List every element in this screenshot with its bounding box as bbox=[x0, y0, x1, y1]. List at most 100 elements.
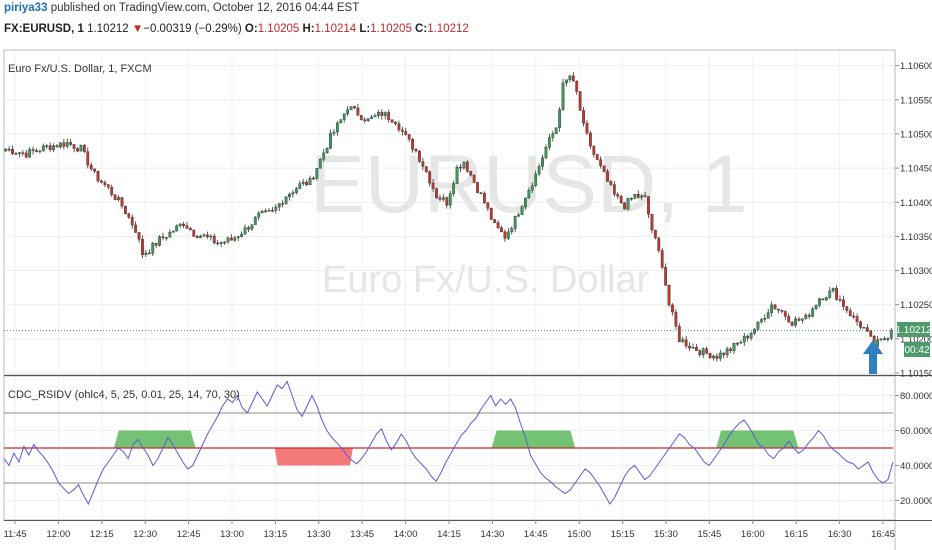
candle-body bbox=[185, 225, 189, 229]
candle-body bbox=[814, 305, 818, 310]
price-badge: 1.10212 bbox=[895, 322, 932, 337]
bullish-zone bbox=[716, 430, 799, 448]
candle-body bbox=[612, 184, 616, 195]
countdown-badge-bg bbox=[904, 342, 930, 357]
candle-body bbox=[691, 346, 695, 349]
candle-body bbox=[281, 203, 285, 205]
candle-body bbox=[599, 159, 603, 166]
candle-body bbox=[883, 338, 886, 340]
time-axis-tick-label: 16:00 bbox=[741, 529, 765, 540]
candle-body bbox=[223, 241, 226, 244]
candle-body bbox=[770, 304, 774, 313]
candle-body bbox=[390, 119, 394, 123]
candle-body bbox=[79, 145, 83, 152]
time-axis-tick-label: 15:45 bbox=[698, 529, 722, 540]
watermark-name: Euro Fx/U.S. Dollar bbox=[322, 259, 650, 301]
candle-body bbox=[353, 106, 356, 109]
candle-body bbox=[811, 308, 815, 317]
candle-body bbox=[445, 197, 449, 206]
bearish-zone bbox=[274, 448, 353, 466]
candle-body bbox=[14, 153, 18, 155]
candle-body bbox=[503, 231, 507, 239]
candle-body bbox=[524, 197, 527, 208]
candle-body bbox=[640, 195, 644, 198]
indicator-axis-tick-label: 20.0000 bbox=[900, 496, 932, 507]
time-axis-tick-label: 13:00 bbox=[220, 529, 244, 540]
candle-body bbox=[236, 236, 240, 238]
candle-body bbox=[55, 145, 59, 148]
candle-body bbox=[602, 165, 606, 172]
candle-body bbox=[780, 309, 784, 312]
candle-body bbox=[418, 150, 421, 162]
candle-body bbox=[106, 184, 110, 188]
candle-body bbox=[462, 161, 466, 169]
candle-body bbox=[732, 342, 736, 351]
candle-body bbox=[513, 216, 517, 229]
indicator-value-axis[interactable]: 80.0000 60.0000 40.0000 20.0000 bbox=[895, 391, 932, 507]
candle-body bbox=[773, 304, 777, 310]
candle-body bbox=[694, 346, 698, 351]
candle-body bbox=[886, 337, 890, 340]
candle-body bbox=[291, 192, 295, 195]
candle-body bbox=[623, 202, 626, 210]
candle-body bbox=[766, 312, 770, 319]
last-price: 1.10212 bbox=[87, 23, 129, 35]
candle-body bbox=[178, 223, 182, 226]
candle-body bbox=[753, 329, 756, 334]
indicator-pane-label: CDC_RSIDV (ohlc4, 5, 25, 0.01, 25, 14, 7… bbox=[8, 389, 240, 401]
up-arrow-icon bbox=[863, 340, 883, 374]
publish-info: piriya33 published on TradingView.com, O… bbox=[4, 2, 359, 14]
candle-body bbox=[212, 235, 216, 244]
time-axis-tick-label: 13:30 bbox=[307, 529, 331, 540]
candle-body bbox=[582, 110, 585, 124]
candle-body bbox=[653, 229, 657, 239]
candle-body bbox=[698, 350, 702, 355]
candle-body bbox=[277, 203, 281, 208]
candle-body bbox=[708, 353, 712, 359]
candle-body bbox=[558, 109, 562, 128]
candle-body bbox=[667, 285, 671, 306]
candle-body bbox=[831, 287, 835, 292]
candle-body bbox=[158, 236, 161, 246]
rsi-series-line bbox=[3, 380, 894, 506]
candle-body bbox=[69, 142, 73, 145]
candle-body bbox=[421, 161, 425, 167]
candle-body bbox=[657, 237, 661, 251]
author-link[interactable]: piriya33 bbox=[4, 2, 48, 14]
main-axis-tick-label: 1.10400 bbox=[900, 198, 932, 209]
candle-body bbox=[298, 183, 302, 189]
candle-body bbox=[288, 193, 291, 198]
high-value: 1.10214 bbox=[314, 23, 357, 35]
time-axis-tick-label: 13:45 bbox=[350, 529, 374, 540]
time-axis-tick-label: 12:45 bbox=[177, 529, 201, 540]
candle-body bbox=[312, 177, 315, 180]
candle-body bbox=[472, 174, 476, 183]
main-price-axis[interactable]: 1.10600 1.10550 1.10500 1.10450 1.10400 1.103… bbox=[895, 61, 932, 380]
candles bbox=[4, 72, 893, 362]
candle-body bbox=[100, 180, 103, 183]
time-axis-tick-label: 14:00 bbox=[394, 529, 418, 540]
candle-body bbox=[45, 145, 49, 147]
time-axis[interactable]: 11:45 12:00 12:15 12:30 12:45 13:00 13:15 13:30… bbox=[3, 520, 895, 540]
candle-body bbox=[551, 133, 555, 138]
candle-body bbox=[431, 182, 435, 189]
candle-body bbox=[483, 193, 486, 203]
candle-body bbox=[339, 119, 343, 124]
time-axis-tick-label: 16:45 bbox=[871, 529, 895, 540]
candle-body bbox=[452, 183, 456, 194]
candle-body bbox=[821, 298, 825, 301]
candle-body bbox=[206, 234, 209, 238]
candle-body bbox=[59, 142, 62, 148]
main-axis-tick-label: 1.10500 bbox=[900, 129, 932, 140]
candle-body bbox=[219, 242, 223, 244]
candle-body bbox=[93, 168, 97, 172]
watermark-symbol: EURUSD, 1 bbox=[310, 139, 747, 230]
candle-body bbox=[643, 195, 647, 197]
main-axis-tick-label: 1.10150 bbox=[900, 369, 932, 380]
candle-body bbox=[749, 333, 753, 339]
time-axis-tick-label: 12:15 bbox=[90, 529, 114, 540]
candle-body bbox=[585, 123, 589, 134]
candle-body bbox=[486, 202, 490, 209]
time-axis-tick-label: 15:15 bbox=[611, 529, 635, 540]
